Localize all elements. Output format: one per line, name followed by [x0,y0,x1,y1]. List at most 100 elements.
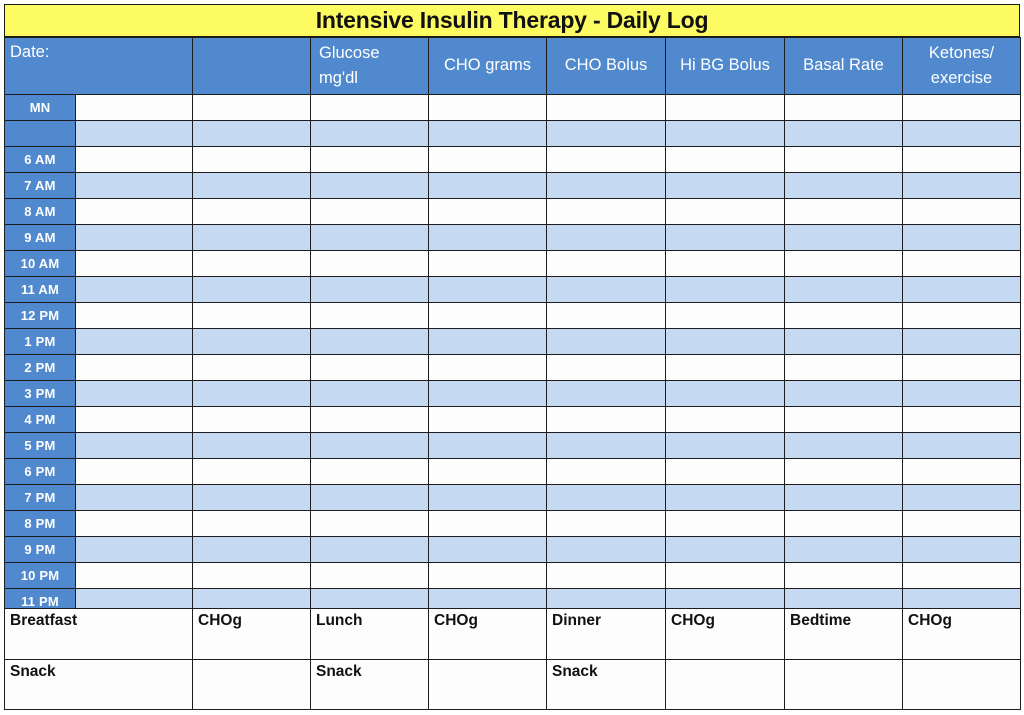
log-entry-cell[interactable] [192,510,311,537]
log-entry-cell[interactable] [546,562,666,589]
log-entry-cell[interactable] [546,172,666,199]
log-entry-cell[interactable] [428,276,547,303]
log-entry-cell[interactable] [665,94,785,121]
log-entry-cell[interactable] [428,198,547,225]
log-entry-cell[interactable] [546,224,666,251]
log-entry-cell[interactable] [75,484,193,511]
log-entry-cell[interactable] [192,562,311,589]
log-entry-cell[interactable] [310,276,429,303]
log-entry-cell[interactable] [75,146,193,173]
log-entry-cell[interactable] [665,172,785,199]
log-entry-cell[interactable] [310,380,429,407]
log-entry-cell[interactable] [902,328,1021,355]
log-entry-cell[interactable] [665,458,785,485]
log-entry-cell[interactable] [192,354,311,381]
log-entry-cell[interactable] [546,432,666,459]
log-entry-cell[interactable] [310,510,429,537]
log-entry-cell[interactable] [784,328,903,355]
log-entry-cell[interactable] [784,510,903,537]
log-entry-cell[interactable] [75,562,193,589]
log-entry-cell[interactable] [192,536,311,563]
log-entry-cell[interactable] [310,406,429,433]
log-entry-cell[interactable] [902,510,1021,537]
log-entry-cell[interactable] [665,250,785,277]
log-entry-cell[interactable] [75,250,193,277]
meal-label-cell[interactable]: Lunch [310,608,429,660]
log-entry-cell[interactable] [428,536,547,563]
log-entry-cell[interactable] [75,536,193,563]
log-entry-cell[interactable] [546,328,666,355]
log-entry-cell[interactable] [784,250,903,277]
log-entry-cell[interactable] [902,302,1021,329]
log-entry-cell[interactable] [784,562,903,589]
log-entry-cell[interactable] [665,146,785,173]
log-entry-cell[interactable] [75,224,193,251]
log-entry-cell[interactable] [428,484,547,511]
log-entry-cell[interactable] [546,94,666,121]
log-entry-cell[interactable] [902,172,1021,199]
log-entry-cell[interactable] [310,328,429,355]
log-entry-cell[interactable] [75,380,193,407]
log-entry-cell[interactable] [665,536,785,563]
log-entry-cell[interactable] [665,432,785,459]
log-entry-cell[interactable] [428,302,547,329]
log-entry-cell[interactable] [902,484,1021,511]
log-entry-cell[interactable] [310,458,429,485]
log-entry-cell[interactable] [75,94,193,121]
log-entry-cell[interactable] [665,562,785,589]
log-entry-cell[interactable] [192,250,311,277]
meal-entry-cell[interactable] [784,659,903,710]
log-entry-cell[interactable] [665,380,785,407]
log-entry-cell[interactable] [784,94,903,121]
log-entry-cell[interactable] [546,510,666,537]
log-entry-cell[interactable] [665,224,785,251]
log-entry-cell[interactable] [310,224,429,251]
log-entry-cell[interactable] [310,536,429,563]
log-entry-cell[interactable] [75,276,193,303]
log-entry-cell[interactable] [546,536,666,563]
log-entry-cell[interactable] [902,250,1021,277]
log-entry-cell[interactable] [428,94,547,121]
log-entry-cell[interactable] [902,224,1021,251]
meal-label-cell[interactable]: Snack [4,659,193,710]
log-entry-cell[interactable] [428,562,547,589]
log-entry-cell[interactable] [75,510,193,537]
log-entry-cell[interactable] [310,302,429,329]
log-entry-cell[interactable] [428,120,547,147]
log-entry-cell[interactable] [192,146,311,173]
log-entry-cell[interactable] [902,94,1021,121]
log-entry-cell[interactable] [902,432,1021,459]
log-entry-cell[interactable] [310,432,429,459]
log-entry-cell[interactable] [902,536,1021,563]
log-entry-cell[interactable] [75,432,193,459]
log-entry-cell[interactable] [665,302,785,329]
log-entry-cell[interactable] [428,224,547,251]
meal-label-cell[interactable]: CHOg [902,608,1021,660]
log-entry-cell[interactable] [546,146,666,173]
log-entry-cell[interactable] [192,120,311,147]
log-entry-cell[interactable] [546,354,666,381]
log-entry-cell[interactable] [192,172,311,199]
log-entry-cell[interactable] [902,198,1021,225]
log-entry-cell[interactable] [428,250,547,277]
log-entry-cell[interactable] [75,354,193,381]
log-entry-cell[interactable] [428,172,547,199]
log-entry-cell[interactable] [784,380,903,407]
log-entry-cell[interactable] [784,276,903,303]
log-entry-cell[interactable] [75,302,193,329]
log-entry-cell[interactable] [902,276,1021,303]
log-entry-cell[interactable] [192,432,311,459]
log-entry-cell[interactable] [310,484,429,511]
log-entry-cell[interactable] [784,458,903,485]
log-entry-cell[interactable] [310,94,429,121]
log-entry-cell[interactable] [75,328,193,355]
log-entry-cell[interactable] [546,250,666,277]
log-entry-cell[interactable] [546,458,666,485]
log-entry-cell[interactable] [546,484,666,511]
log-entry-cell[interactable] [428,432,547,459]
log-entry-cell[interactable] [310,354,429,381]
log-entry-cell[interactable] [428,146,547,173]
meal-entry-cell[interactable] [902,659,1021,710]
log-entry-cell[interactable] [192,328,311,355]
log-entry-cell[interactable] [428,380,547,407]
